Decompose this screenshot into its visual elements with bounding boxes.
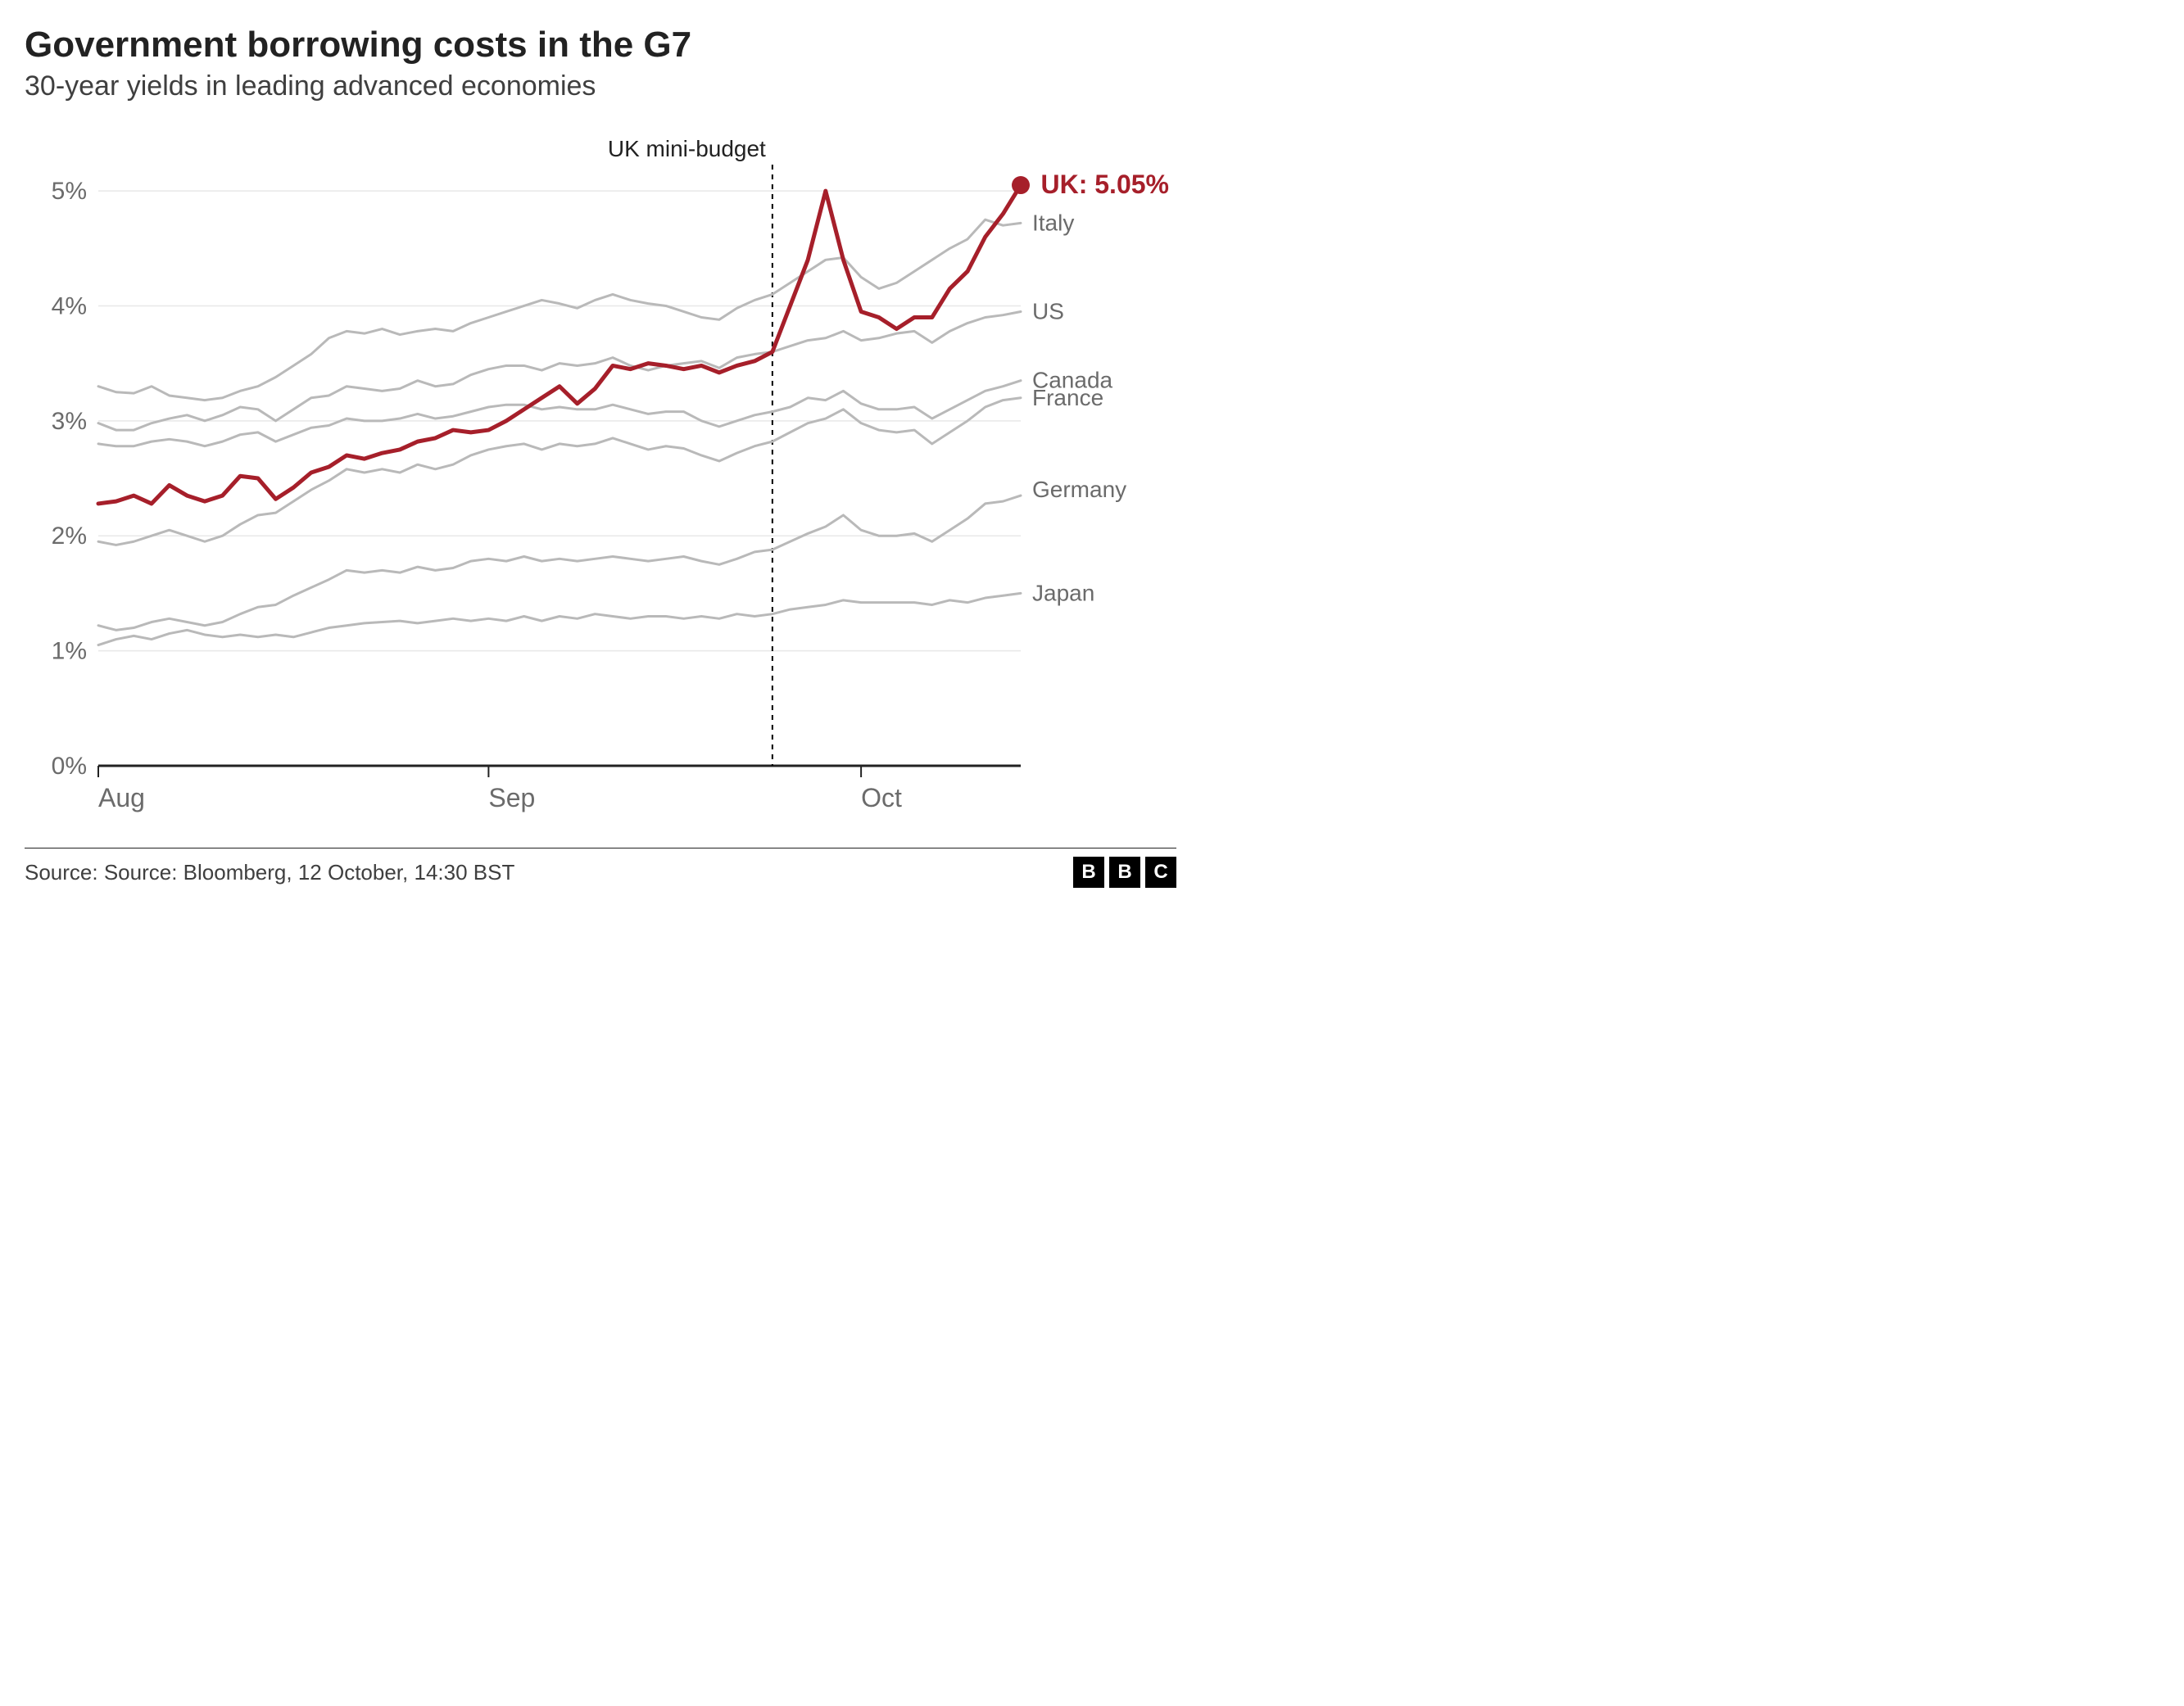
bbc-logo-letter: C [1145, 857, 1176, 888]
svg-text:4%: 4% [52, 292, 87, 319]
line-chart-svg: 0% 1% 2% 3% 4% 5% Aug Sep Oct UK mini-budget Italy… [25, 127, 1176, 839]
svg-text:UK: 5.05%: UK: 5.05% [1040, 170, 1169, 199]
svg-text:Sep: Sep [488, 783, 535, 812]
svg-text:Italy: Italy [1032, 210, 1074, 235]
svg-text:Oct: Oct [861, 783, 902, 812]
svg-text:US: US [1032, 298, 1064, 324]
svg-text:2%: 2% [52, 523, 87, 550]
bbc-logo-letter: B [1109, 857, 1140, 888]
svg-text:5%: 5% [52, 178, 87, 205]
chart-area: 0% 1% 2% 3% 4% 5% Aug Sep Oct UK mini-budget Italy… [25, 127, 1176, 839]
svg-text:Aug: Aug [98, 783, 145, 812]
chart-title: Government borrowing costs in the G7 [25, 25, 1176, 66]
svg-text:UK mini-budget: UK mini-budget [608, 136, 766, 161]
chart-subtitle: 30-year yields in leading advanced econo… [25, 70, 1176, 102]
chart-footer: Source: Source: Bloomberg, 12 October, 1… [25, 848, 1176, 888]
svg-text:0%: 0% [52, 753, 87, 780]
svg-text:Germany: Germany [1032, 477, 1126, 502]
source-text: Source: Source: Bloomberg, 12 October, 1… [25, 860, 514, 885]
bbc-logo-letter: B [1073, 857, 1104, 888]
svg-text:Japan: Japan [1032, 580, 1094, 605]
svg-text:1%: 1% [52, 638, 87, 665]
chart-card: Government borrowing costs in the G7 30-… [0, 0, 1201, 939]
svg-text:3%: 3% [52, 408, 87, 435]
bbc-logo: B B C [1073, 857, 1176, 888]
svg-text:France: France [1032, 385, 1103, 410]
